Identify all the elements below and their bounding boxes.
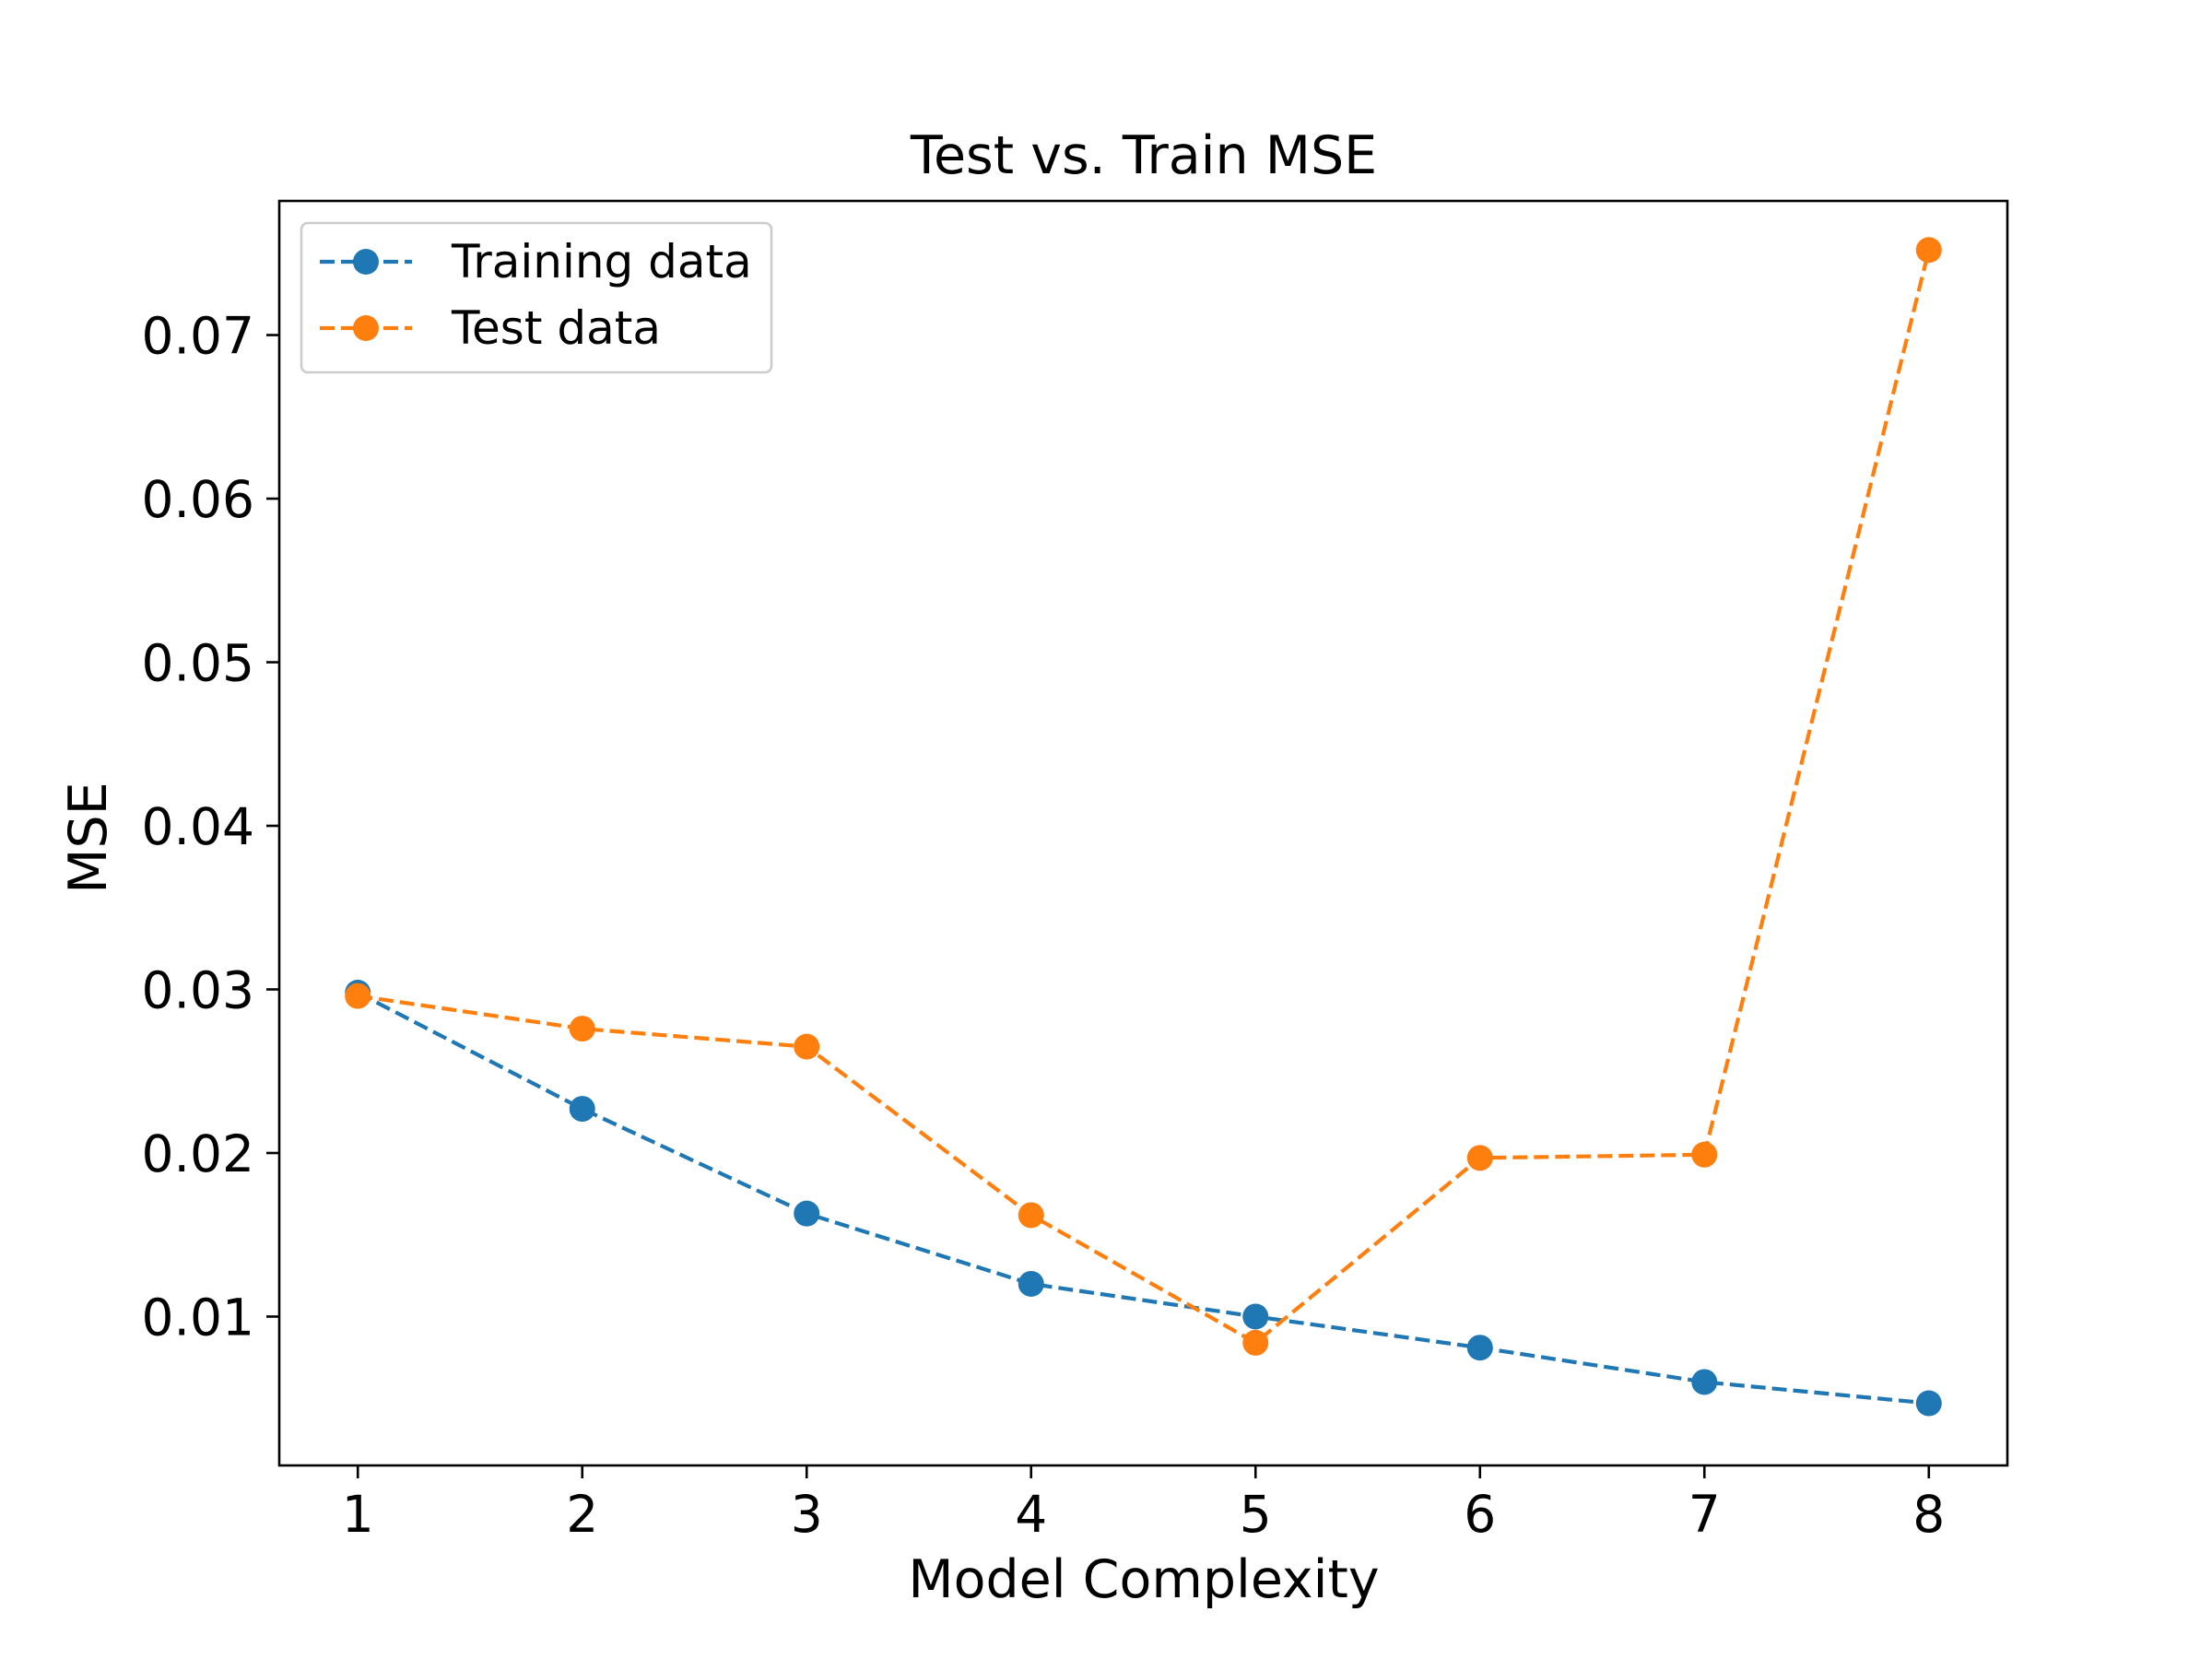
y-tick-label: 0.02: [142, 1124, 254, 1183]
data-point-training-data: [569, 1096, 595, 1123]
data-point-training-data: [1691, 1369, 1718, 1395]
plot-area: [279, 201, 2007, 1465]
legend-marker-test-data: [353, 315, 379, 341]
y-tick-label: 0.04: [142, 797, 254, 856]
data-point-test-data: [569, 1016, 595, 1042]
x-tick-label: 1: [342, 1485, 374, 1544]
y-tick-label: 0.01: [142, 1288, 254, 1347]
y-tick-label: 0.03: [142, 961, 254, 1020]
y-tick-label: 0.06: [142, 470, 254, 529]
data-point-test-data: [1018, 1202, 1044, 1229]
data-point-test-data: [1691, 1141, 1718, 1168]
legend-label-test-data: Test data: [451, 301, 661, 355]
data-point-test-data: [1242, 1329, 1269, 1356]
legend-box: [300, 221, 773, 374]
legend-label-training-data: Training data: [451, 235, 752, 288]
legend: Training data Test data: [300, 221, 773, 374]
data-point-test-data: [1915, 237, 1942, 264]
chart-title: Test vs. Train MSE: [910, 125, 1377, 186]
x-tick-label: 2: [566, 1485, 598, 1544]
data-point-training-data: [1242, 1303, 1269, 1330]
series-line-training-data: [357, 991, 1929, 1406]
x-tick-label: 3: [791, 1485, 823, 1544]
data-point-training-data: [1018, 1270, 1044, 1297]
x-tick-label: 4: [1015, 1485, 1047, 1544]
series-line-test-data: [357, 249, 1931, 1345]
y-tick-label: 0.05: [142, 634, 254, 693]
x-axis-label: Model Complexity: [908, 1549, 1379, 1610]
data-point-training-data: [1466, 1335, 1493, 1361]
data-point-training-data: [1915, 1390, 1942, 1417]
series-layer: [345, 237, 1942, 1417]
x-tick-label: 6: [1464, 1485, 1496, 1544]
axes-layer: 1 2 3 4 5 6 7 8 0.01 0.02 0.03 0.04 0.05 0.06 0.07: [142, 199, 2009, 1544]
x-tick-label: 5: [1240, 1485, 1272, 1544]
plot-background: [279, 201, 2007, 1465]
data-point-test-data: [794, 1033, 820, 1060]
data-point-test-data: [1466, 1145, 1493, 1171]
axes-frame: [277, 199, 2009, 1467]
x-tick-label: 8: [1912, 1485, 1945, 1544]
data-point-test-data: [345, 982, 371, 1009]
x-tick-label: 7: [1688, 1485, 1721, 1544]
data-point-training-data: [794, 1200, 820, 1227]
legend-marker-training-data: [353, 249, 379, 275]
y-tick-label: 0.07: [142, 307, 254, 366]
y-axis-label: MSE: [58, 782, 119, 893]
